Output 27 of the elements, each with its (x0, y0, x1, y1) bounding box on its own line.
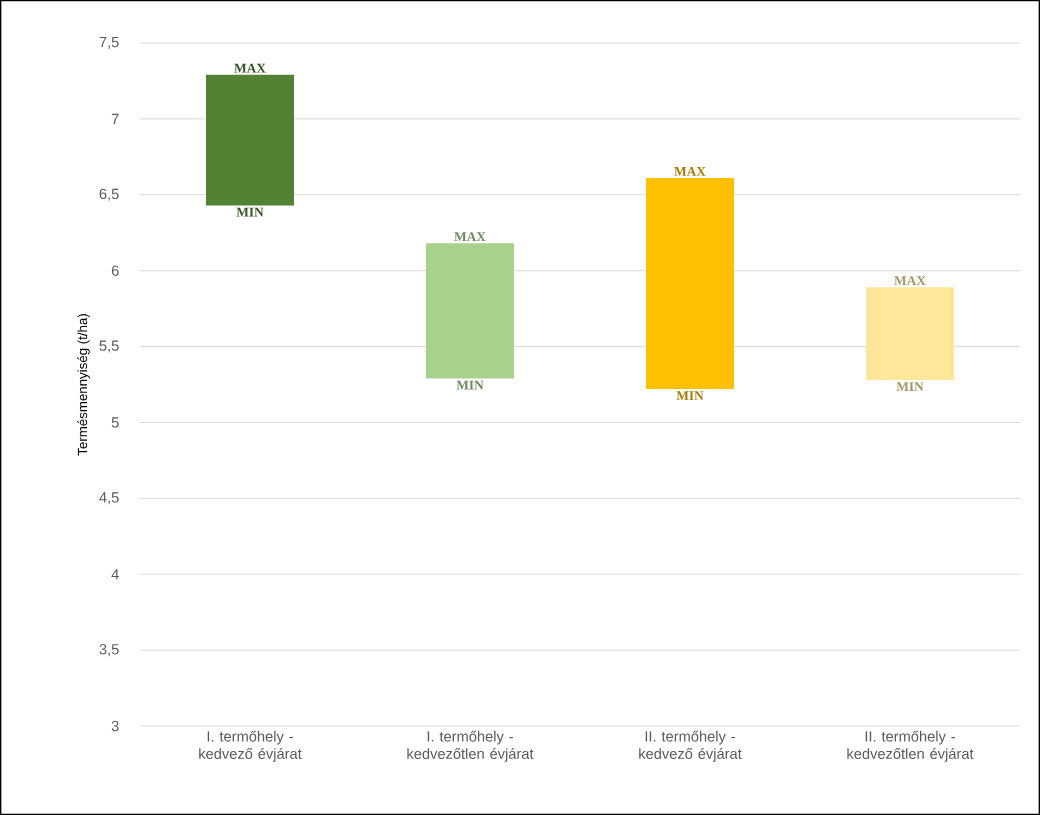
y-tick-label: 6 (111, 265, 119, 276)
y-tick-label: 4,5 (99, 492, 119, 505)
x-tick-label: II. termőhely - kedvező évjárat (639, 730, 742, 762)
x-tick-label: II. termőhely - kedvezőtlen évjárat (847, 730, 974, 762)
bar (426, 243, 514, 379)
annotation: MIN (456, 380, 484, 390)
y-tick-label: 3,5 (99, 644, 119, 657)
annotation: MAX (674, 167, 706, 176)
annotation: MAX (454, 232, 486, 242)
bar (866, 287, 955, 380)
y-tick-label: 4 (111, 569, 119, 580)
x-tick-label: I. termőhely - kedvezőtlen évjárat (407, 730, 534, 762)
y-tick-label: 7,5 (99, 37, 119, 49)
annotation: MIN (676, 391, 704, 401)
bar (206, 74, 294, 206)
y-tick-label: 7 (111, 113, 119, 124)
y-tick-label: 3 (111, 720, 119, 732)
x-tick-label: I. termőhely - kedvező évjárat (199, 730, 302, 762)
y-tick-label: 5 (111, 417, 119, 428)
y-tick-label: 6,5 (99, 188, 119, 201)
annotation: MAX (234, 63, 266, 73)
annotation: MIN (236, 207, 264, 217)
annotation: MAX (894, 276, 926, 286)
y-axis-title: Termésmennyiség (t/ha) (77, 314, 90, 456)
annotation: MIN (896, 382, 924, 391)
bar (646, 178, 735, 390)
y-tick-label: 5,5 (99, 340, 119, 353)
